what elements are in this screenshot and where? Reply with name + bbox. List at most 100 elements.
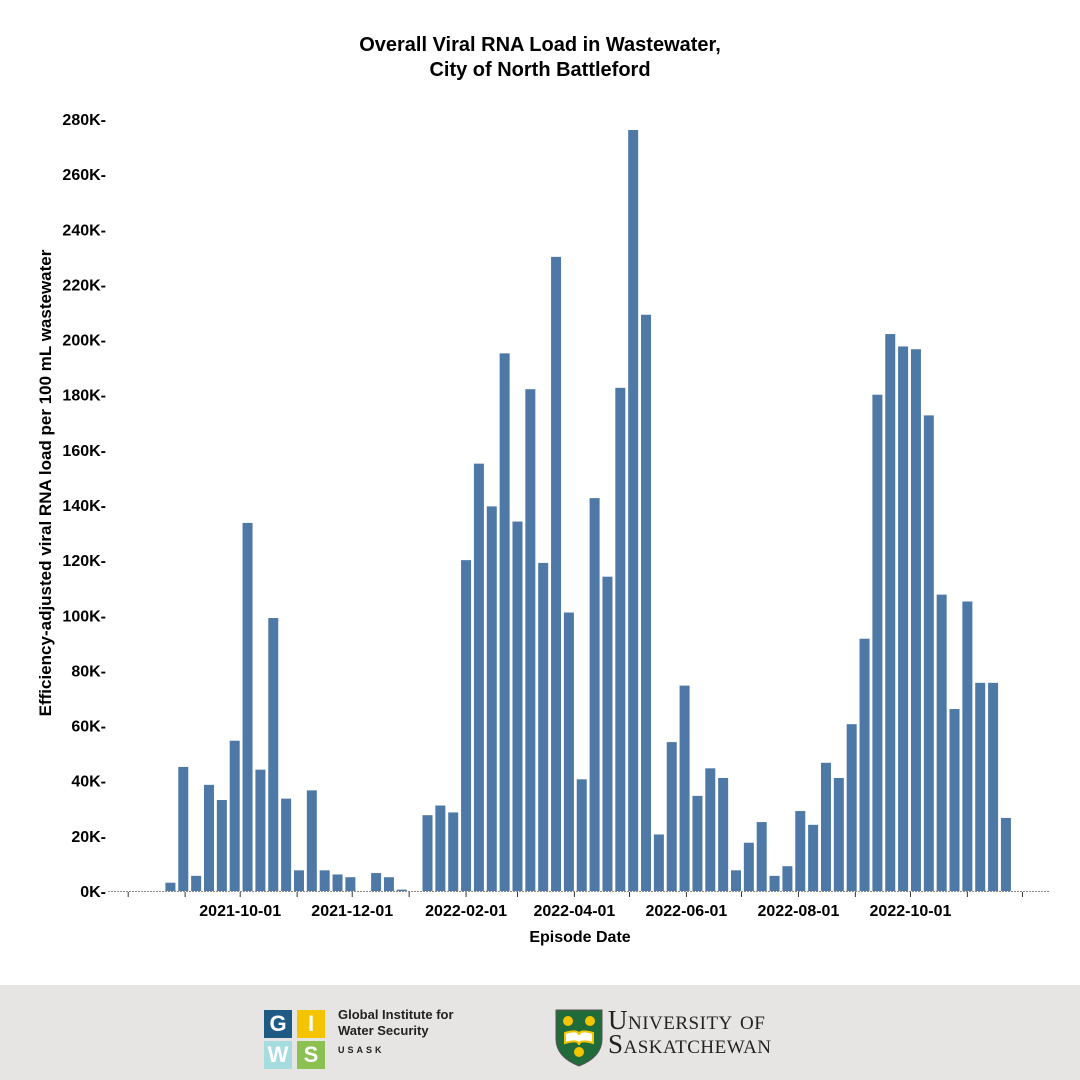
chart-title-line-1: Overall Viral RNA Load in Wastewater, xyxy=(359,34,721,56)
chart-title-line-2: City of North Battleford xyxy=(429,59,651,81)
university-shield-icon xyxy=(555,1009,603,1067)
bar xyxy=(293,870,304,891)
bar xyxy=(923,415,934,891)
y-tick-label: 240K- xyxy=(62,222,106,239)
bar xyxy=(910,349,921,891)
x-tick-label: 2022-10-01 xyxy=(870,903,952,920)
bar xyxy=(242,522,253,891)
bar xyxy=(448,812,459,891)
x-tick-label: 2022-06-01 xyxy=(645,903,727,920)
bar xyxy=(808,824,819,891)
bar xyxy=(563,612,574,891)
bar xyxy=(268,618,279,891)
x-tick-label: 2022-04-01 xyxy=(533,903,615,920)
bar xyxy=(962,601,973,891)
y-tick-label: 60K- xyxy=(71,719,106,736)
bar xyxy=(473,463,484,891)
bar xyxy=(1000,817,1011,891)
bar xyxy=(846,724,857,891)
y-tick-label: 80K- xyxy=(71,663,106,680)
bar xyxy=(898,346,909,891)
bar xyxy=(576,779,587,891)
bar xyxy=(332,874,343,891)
bar xyxy=(499,353,510,891)
giws-logo-s: S xyxy=(297,1041,325,1069)
y-tick-label: 20K- xyxy=(71,829,106,846)
bar xyxy=(705,768,716,891)
bar xyxy=(885,334,896,891)
bar xyxy=(512,521,523,891)
bar xyxy=(422,815,433,891)
bar xyxy=(795,811,806,891)
bar xyxy=(988,682,999,891)
x-axis-label: Episode Date xyxy=(529,929,630,946)
bar xyxy=(281,798,292,891)
bar xyxy=(383,877,394,891)
y-tick-label: 260K- xyxy=(62,167,106,184)
bar xyxy=(628,130,639,891)
giws-usask: USASK xyxy=(338,1045,385,1055)
y-tick-label: 40K- xyxy=(71,774,106,791)
y-tick-label: 100K- xyxy=(62,608,106,625)
y-tick-label: 280K- xyxy=(62,112,106,129)
y-axis-label: Efficiency-adjusted viral RNA load per 1… xyxy=(36,249,55,716)
bar xyxy=(538,562,549,891)
bar-chart: Efficiency-adjusted viral RNA load per 1… xyxy=(36,112,1050,946)
giws-name: Global Institute for Water Security xyxy=(338,1007,454,1038)
chart-title: Overall Viral RNA Load in Wastewater, Ci… xyxy=(0,33,1080,83)
bar xyxy=(345,877,356,891)
bar xyxy=(191,875,202,891)
bar xyxy=(641,314,652,891)
bar xyxy=(602,576,613,891)
bar xyxy=(178,766,189,891)
bar xyxy=(229,740,240,891)
bar xyxy=(615,387,626,891)
bar xyxy=(255,769,266,891)
giws-logo-w: W xyxy=(264,1041,292,1069)
bar xyxy=(936,594,947,891)
bar xyxy=(165,882,176,891)
bar xyxy=(679,685,690,891)
bar xyxy=(769,875,780,891)
bar xyxy=(551,256,562,891)
bar xyxy=(589,498,600,891)
bar xyxy=(486,506,497,891)
bar xyxy=(949,709,960,891)
x-tick-label: 2021-12-01 xyxy=(311,903,393,920)
y-tick-label: 0K- xyxy=(80,884,106,901)
giws-logo-i: I xyxy=(297,1010,325,1038)
bar xyxy=(859,638,870,891)
x-tick-label: 2022-08-01 xyxy=(758,903,840,920)
bar xyxy=(975,682,986,891)
bar xyxy=(718,777,729,891)
giws-logo-g: G xyxy=(264,1010,292,1038)
bar xyxy=(216,800,227,891)
footer xyxy=(0,985,1080,1080)
bar xyxy=(653,834,664,891)
bar xyxy=(692,795,703,891)
bar xyxy=(731,870,741,891)
bar xyxy=(782,866,793,891)
y-tick-label: 200K- xyxy=(62,333,106,350)
y-tick-label: 140K- xyxy=(62,498,106,515)
bar xyxy=(743,842,754,891)
bar xyxy=(461,560,472,891)
bar xyxy=(319,870,330,891)
bar xyxy=(756,822,767,891)
university-name: University of Saskatchewan xyxy=(608,1005,772,1059)
y-tick-label: 120K- xyxy=(62,553,106,570)
bar xyxy=(833,777,844,891)
bar xyxy=(666,742,677,891)
bar xyxy=(203,784,214,891)
bar xyxy=(435,805,446,891)
x-tick-label: 2022-02-01 xyxy=(425,903,507,920)
y-tick-label: 220K- xyxy=(62,277,106,294)
y-tick-label: 180K- xyxy=(62,388,106,405)
bar xyxy=(306,790,317,891)
bar xyxy=(396,889,407,891)
x-tick-label: 2021-10-01 xyxy=(199,903,281,920)
bar xyxy=(371,873,382,891)
bar xyxy=(872,394,883,891)
bar xyxy=(820,762,831,891)
y-tick-label: 160K- xyxy=(62,443,106,460)
